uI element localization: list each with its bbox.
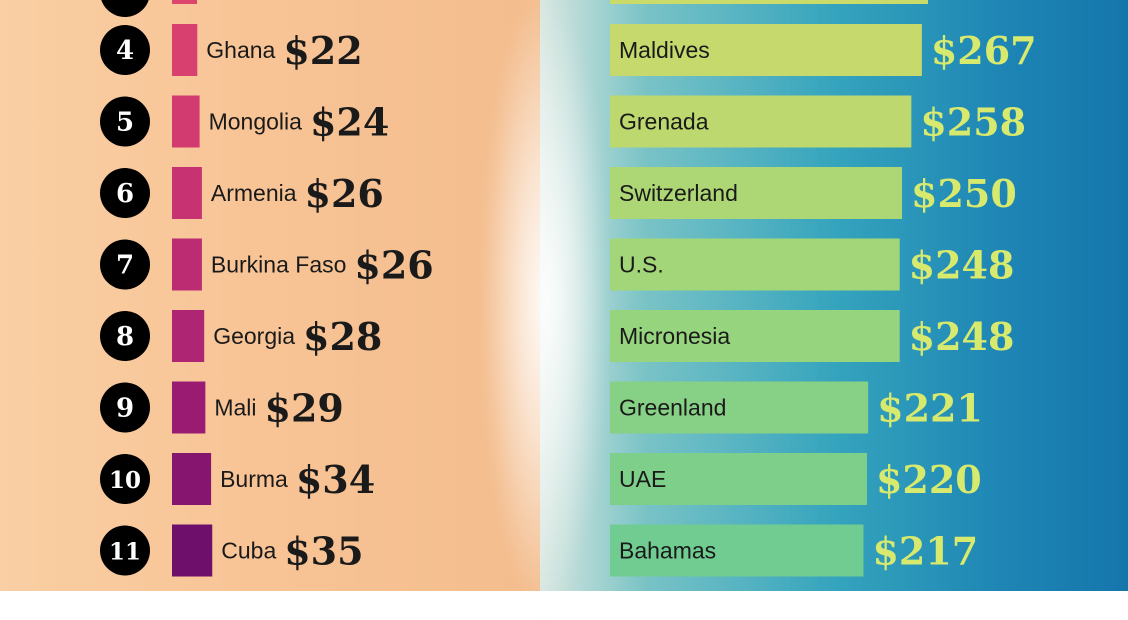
left-bar-label: Burma bbox=[220, 466, 288, 492]
rank-circle bbox=[100, 525, 150, 576]
rank-circle bbox=[100, 454, 150, 504]
left-bar-value: $26 bbox=[305, 171, 384, 216]
rank-number: 7 bbox=[116, 251, 134, 281]
left-bar bbox=[172, 381, 206, 434]
rank-circle bbox=[100, 25, 150, 75]
left-bar-label: Armenia bbox=[211, 180, 297, 206]
right-bar bbox=[610, 524, 864, 577]
left-bar bbox=[172, 167, 202, 219]
left-bar-partial bbox=[172, 0, 197, 4]
right-bar-value: $220 bbox=[876, 457, 982, 502]
left-bar-value: $24 bbox=[310, 100, 389, 145]
right-bar bbox=[610, 453, 867, 505]
right-bar bbox=[610, 310, 900, 362]
left-bar-label: Mali bbox=[214, 395, 256, 421]
rank-number: 10 bbox=[109, 467, 141, 494]
rank-number: 6 bbox=[116, 179, 134, 209]
left-bar bbox=[172, 238, 202, 291]
left-bar bbox=[172, 453, 212, 505]
left-bar bbox=[172, 310, 205, 362]
right-bar bbox=[610, 24, 922, 76]
rank-number: 4 bbox=[116, 36, 134, 66]
rank-number: 8 bbox=[116, 322, 134, 352]
right-bar-label: Switzerland bbox=[619, 180, 738, 206]
right-bar bbox=[610, 167, 902, 219]
left-bar-value: $22 bbox=[283, 28, 362, 73]
left-bar-value: $29 bbox=[265, 386, 344, 431]
left-bar bbox=[172, 24, 198, 76]
right-bar bbox=[610, 95, 912, 148]
sand-background bbox=[0, 0, 560, 591]
right-bar-label: Bahamas bbox=[619, 538, 716, 564]
rank-circle bbox=[100, 168, 150, 218]
left-bar bbox=[172, 524, 213, 577]
left-bar-value: $28 bbox=[303, 314, 382, 359]
left-bar-value: $26 bbox=[354, 243, 433, 288]
right-bar-label: Grenada bbox=[619, 109, 709, 135]
right-bar-value: $217 bbox=[872, 529, 978, 574]
right-bar bbox=[610, 238, 900, 291]
surf-foam bbox=[480, 0, 610, 620]
right-bar bbox=[610, 381, 869, 434]
left-bar-value: $34 bbox=[296, 457, 375, 502]
right-bar-label: U.S. bbox=[619, 252, 664, 278]
right-bar-value: $248 bbox=[909, 243, 1015, 288]
right-bar-label: Micronesia bbox=[619, 323, 730, 349]
bar-chart: 4 Ghana $225 Mongolia $246 Armenia $267 Burkina… bbox=[100, 0, 1037, 577]
right-bar-partial bbox=[610, 0, 928, 4]
right-bar-value: $258 bbox=[920, 100, 1026, 145]
left-bar-label: Burkina Faso bbox=[211, 252, 347, 278]
rank-circle bbox=[100, 311, 150, 361]
rank-circle bbox=[100, 239, 150, 290]
rank-number: 9 bbox=[116, 394, 134, 424]
left-bar-label: Georgia bbox=[213, 323, 295, 349]
rank-circle bbox=[100, 96, 150, 147]
right-bar-value: $267 bbox=[931, 28, 1037, 73]
rank-number: 5 bbox=[116, 108, 134, 138]
right-bar-value: $248 bbox=[909, 314, 1015, 359]
right-bar-label: Maldives bbox=[619, 37, 710, 63]
left-bar bbox=[172, 95, 200, 148]
rank-number: 11 bbox=[109, 539, 141, 566]
left-bar-label: Ghana bbox=[206, 37, 275, 63]
left-bar-value: $35 bbox=[284, 529, 363, 574]
left-bar-label: Mongolia bbox=[209, 109, 303, 135]
right-bar-label: UAE bbox=[619, 466, 666, 492]
rank-circle bbox=[100, 382, 150, 433]
left-bar-label: Cuba bbox=[221, 538, 276, 564]
right-bar-label: Greenland bbox=[619, 395, 726, 421]
right-bar-value: $221 bbox=[877, 386, 983, 431]
right-bar-value: $250 bbox=[911, 171, 1017, 216]
rank-circle-partial bbox=[101, 0, 149, 17]
